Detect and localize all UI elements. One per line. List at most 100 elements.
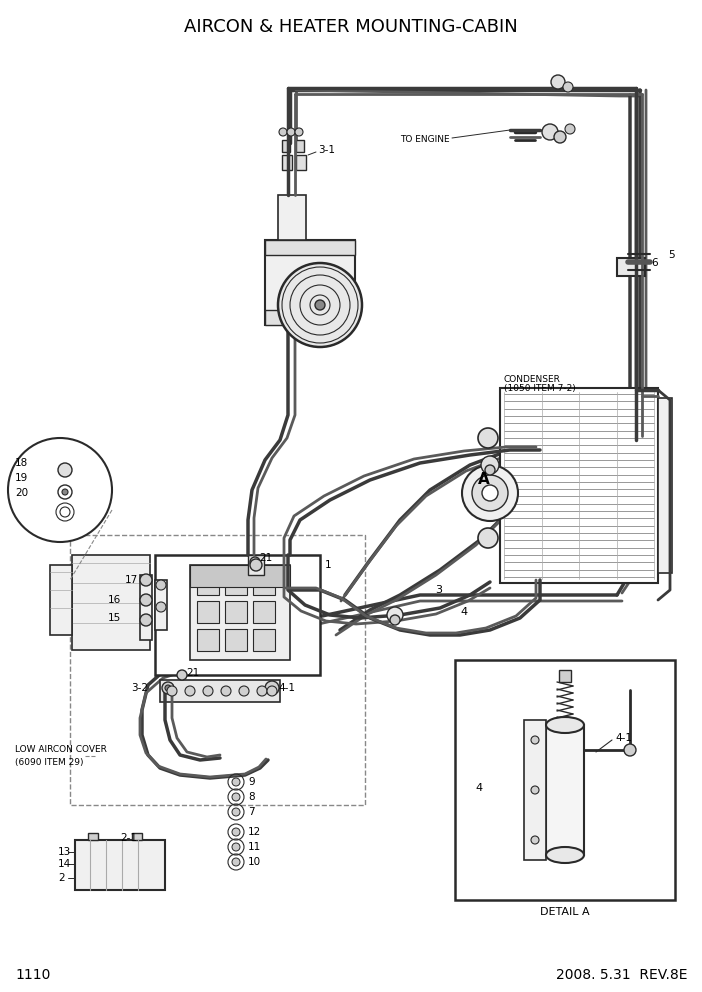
Text: 3: 3 [435,585,442,595]
Circle shape [551,75,565,89]
Bar [253,629,275,651]
Bar [70,535,365,805]
Circle shape [265,681,279,695]
Bar [197,601,219,623]
Circle shape [156,580,166,590]
Circle shape [62,489,68,495]
Circle shape [482,485,498,501]
Circle shape [232,828,240,836]
Circle shape [165,685,171,691]
Text: (6090 ITEM 29): (6090 ITEM 29) [15,758,84,767]
Text: 1110: 1110 [15,968,51,982]
Bar [225,601,247,623]
Bar [88,833,98,840]
Text: TO ENGINE: TO ENGINE [400,136,450,145]
Bar [190,565,290,587]
Bar [296,140,304,152]
Text: (1050 ITEM 7-2): (1050 ITEM 7-2) [504,385,576,394]
Bar [282,155,292,170]
Circle shape [472,475,508,511]
Circle shape [565,124,575,134]
Circle shape [250,559,262,571]
Bar [282,140,290,152]
Bar [253,573,275,595]
Circle shape [232,778,240,786]
Text: 4-1: 4-1 [278,683,295,693]
Bar [524,720,546,860]
Text: 4: 4 [460,607,467,617]
Circle shape [485,465,495,475]
Bar [265,240,355,255]
Bar [155,580,167,630]
Circle shape [295,128,303,136]
Text: DETAIL A: DETAIL A [540,907,590,917]
Bar [296,155,306,170]
Bar [140,575,152,640]
Text: 5: 5 [668,250,675,260]
Circle shape [278,263,362,347]
Bar [265,310,355,325]
Text: CONDENSER: CONDENSER [504,376,561,385]
Bar [50,565,72,635]
Circle shape [232,808,240,816]
Circle shape [531,736,539,744]
Text: 3-2: 3-2 [131,683,148,693]
Ellipse shape [546,717,584,733]
Circle shape [287,128,295,136]
Circle shape [239,686,249,696]
Bar [160,680,280,702]
Bar [225,629,247,651]
Circle shape [624,744,636,756]
Text: 9: 9 [248,777,255,787]
Text: 21: 21 [186,668,199,678]
Text: 2-1: 2-1 [120,833,137,843]
Text: 3-1: 3-1 [318,145,335,155]
Bar [559,670,571,682]
Text: 2: 2 [58,873,65,883]
Circle shape [315,300,325,310]
Circle shape [177,670,187,680]
Text: LOW AIRCON COVER: LOW AIRCON COVER [15,746,107,755]
Text: 6: 6 [651,258,658,268]
Circle shape [140,614,152,626]
Circle shape [542,124,558,140]
Bar [658,398,672,573]
Text: 4-1: 4-1 [615,733,632,743]
Text: 11: 11 [248,842,261,852]
Text: 16: 16 [108,595,121,605]
Circle shape [156,602,166,612]
Text: 2008. 5.31  REV.8E: 2008. 5.31 REV.8E [555,968,687,982]
Circle shape [221,686,231,696]
Circle shape [140,594,152,606]
Text: 4: 4 [475,783,482,793]
Circle shape [531,786,539,794]
Bar [190,565,290,660]
Circle shape [232,793,240,801]
Circle shape [185,686,195,696]
Circle shape [390,615,400,625]
Bar [72,555,150,650]
Bar [225,573,247,595]
Circle shape [232,843,240,851]
Text: 1: 1 [325,560,331,570]
Bar [132,833,142,840]
Circle shape [267,686,277,696]
Bar [546,725,584,855]
Circle shape [531,836,539,844]
Bar [265,240,355,325]
Circle shape [251,560,261,570]
Circle shape [232,858,240,866]
Circle shape [387,607,403,623]
Circle shape [58,463,72,477]
Circle shape [140,574,152,586]
Bar [75,840,165,890]
Text: 13: 13 [58,847,71,857]
Circle shape [478,428,498,448]
Bar [278,195,306,240]
Circle shape [250,557,260,567]
Circle shape [203,686,213,696]
Bar [248,555,264,575]
Text: 21: 21 [259,553,272,563]
Text: 10: 10 [248,857,261,867]
Circle shape [478,528,498,548]
